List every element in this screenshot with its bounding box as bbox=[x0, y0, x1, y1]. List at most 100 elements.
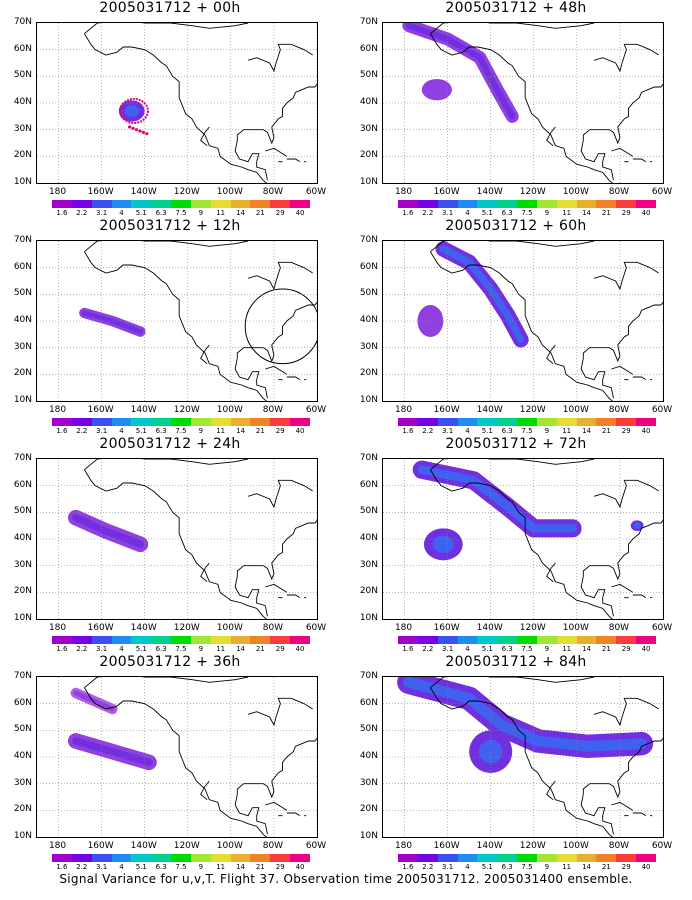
map-panel-72h: 2005031712 + 72h 70N 60N 50N 40N 30N 20N 10N 180… bbox=[346, 436, 686, 654]
colorbar-label: 7.5 bbox=[175, 645, 187, 653]
lon-tick-label: 100W bbox=[562, 187, 589, 197]
lat-tick-label: 60N bbox=[13, 43, 32, 54]
lat-tick-label: 70N bbox=[13, 671, 32, 681]
colorbar-swatch bbox=[111, 200, 132, 208]
lat-tick-label: 30N bbox=[359, 341, 378, 352]
colorbar-swatch bbox=[517, 418, 537, 426]
lat-tick-label: 30N bbox=[13, 777, 32, 788]
lat-tick-label: 50N bbox=[13, 506, 32, 517]
panel-title: 2005031712 + 12h bbox=[99, 218, 241, 234]
colorbar-label: 3.1 bbox=[96, 209, 108, 217]
map-frame bbox=[382, 22, 664, 184]
lat-tick-label: 10N bbox=[13, 613, 32, 623]
map-svg bbox=[383, 677, 663, 837]
flight-track-dot bbox=[128, 125, 132, 129]
colorbar-swatch bbox=[91, 418, 112, 426]
coastline bbox=[236, 520, 317, 581]
coastline bbox=[593, 261, 659, 291]
coastline bbox=[265, 801, 288, 811]
colorbar-label: 21 bbox=[255, 209, 265, 217]
lon-tick-label: 80W bbox=[608, 405, 630, 415]
lat-tick-label: 20N bbox=[359, 804, 378, 815]
lon-tick-label: 140W bbox=[130, 623, 157, 633]
coastline bbox=[83, 251, 268, 401]
map-panel-00h: 2005031712 + 00h 70N 60N 50N 40N 30N 20N 10N 180… bbox=[0, 0, 340, 218]
lat-tick-label: 50N bbox=[359, 288, 378, 299]
panel-title: 2005031712 + 60h bbox=[445, 218, 587, 234]
coastline bbox=[430, 241, 595, 253]
lat-tick-label: 50N bbox=[359, 506, 378, 517]
colorbar-label: 9 bbox=[198, 427, 204, 435]
colorbar-label: 1.6 bbox=[56, 863, 68, 871]
colorbar-label: 21 bbox=[255, 863, 265, 871]
map-frame bbox=[36, 676, 318, 838]
lat-tick-label: 10N bbox=[359, 395, 378, 405]
colorbar-label: 29 bbox=[621, 645, 631, 653]
colorbar-label: 29 bbox=[275, 645, 285, 653]
colorbar-label: 7.5 bbox=[521, 645, 533, 653]
lon-tick-label: 160W bbox=[433, 187, 460, 197]
colorbar-swatch bbox=[457, 854, 478, 862]
colorbar-swatch bbox=[71, 200, 92, 208]
flight-track-dot bbox=[141, 130, 145, 134]
colorbar-label: 5.1 bbox=[135, 427, 147, 435]
coastline bbox=[632, 594, 647, 599]
lon-tick-label: 100W bbox=[562, 405, 589, 415]
colorbar-label: 21 bbox=[601, 209, 611, 217]
colorbar-swatch bbox=[477, 636, 498, 644]
variance-core bbox=[478, 739, 503, 764]
coastline bbox=[247, 697, 313, 727]
lon-tick-label: 180 bbox=[48, 841, 67, 851]
map-svg bbox=[37, 459, 317, 619]
colorbar-label: 1.6 bbox=[402, 863, 414, 871]
colorbar-swatch bbox=[131, 636, 152, 644]
colorbar-label: 11 bbox=[562, 863, 572, 871]
colorbar-swatch bbox=[111, 636, 132, 644]
lat-tick-label: 60N bbox=[13, 261, 32, 272]
colorbar-label: 14 bbox=[236, 645, 245, 653]
lon-tick-label: 160W bbox=[87, 187, 114, 197]
colorbar-swatch bbox=[111, 418, 132, 426]
colorbar-label: 1.6 bbox=[402, 427, 414, 435]
colorbar-label: 6.3 bbox=[155, 645, 167, 653]
coastline bbox=[582, 84, 663, 145]
panel-title: 2005031712 + 36h bbox=[99, 654, 241, 670]
lon-tick-label: 120W bbox=[519, 623, 546, 633]
map-frame bbox=[382, 458, 664, 620]
colorbar-label: 2.2 bbox=[76, 645, 88, 653]
colorbar-swatch bbox=[270, 636, 291, 644]
colorbar-swatch bbox=[596, 636, 617, 644]
colorbar-label: 2.2 bbox=[422, 863, 434, 871]
variance-core bbox=[432, 535, 454, 554]
lat-tick-label: 20N bbox=[359, 150, 378, 161]
map-panel-84h: 2005031712 + 84h 70N 60N 50N 40N 30N 20N 10N 180… bbox=[346, 654, 686, 872]
colorbar-label: 2.2 bbox=[422, 209, 434, 217]
colorbar-label: 14 bbox=[582, 427, 591, 435]
lon-tick-label: 80W bbox=[262, 841, 284, 851]
lon-tick-label: 120W bbox=[173, 187, 200, 197]
colorbar-label: 3.1 bbox=[96, 863, 108, 871]
colorbar-swatch bbox=[417, 636, 438, 644]
variance-band-core bbox=[73, 690, 115, 712]
lat-tick-label: 60N bbox=[359, 261, 378, 272]
coastline bbox=[200, 780, 210, 801]
map-svg bbox=[383, 459, 663, 619]
colorbar-swatch bbox=[556, 854, 577, 862]
lon-tick-label: 140W bbox=[476, 187, 503, 197]
colorbar-label: 1.6 bbox=[56, 209, 68, 217]
lon-tick-label: 60W bbox=[305, 187, 327, 197]
lat-tick-label: 20N bbox=[13, 150, 32, 161]
coastline bbox=[234, 358, 268, 399]
colorbar-label: 7.5 bbox=[521, 427, 533, 435]
colorbar-label: 40 bbox=[641, 427, 651, 435]
colorbar-swatch bbox=[190, 200, 211, 208]
variance-core bbox=[124, 105, 139, 117]
colorbar-label: 40 bbox=[295, 209, 305, 217]
colorbar-label: 4 bbox=[465, 427, 470, 435]
colorbar-label: 21 bbox=[255, 645, 265, 653]
colorbar-label: 9 bbox=[198, 645, 204, 653]
lat-tick-label: 60N bbox=[359, 479, 378, 490]
lon-tick-label: 60W bbox=[305, 841, 327, 851]
lat-tick-label: 70N bbox=[13, 453, 32, 463]
colorbar-label: 4 bbox=[465, 209, 470, 217]
